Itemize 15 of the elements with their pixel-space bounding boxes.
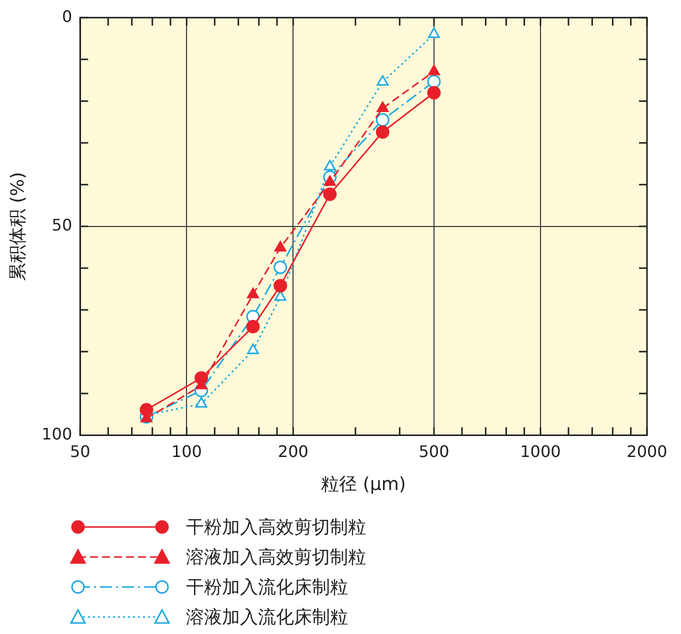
x-tick-label: 2000 bbox=[626, 442, 668, 461]
x-tick-label: 1000 bbox=[520, 442, 561, 461]
x-tick-label: 500 bbox=[418, 442, 450, 461]
x-tick-label: 100 bbox=[171, 442, 202, 461]
x-tick-label: 200 bbox=[278, 442, 308, 461]
legend-label: 溶液加入高效剪切制粒 bbox=[186, 546, 366, 569]
y-tick-label: 50 bbox=[52, 216, 72, 235]
legend-label: 干粉加入流化床制粒 bbox=[186, 576, 348, 599]
legend-label: 溶液加入流化床制粒 bbox=[186, 606, 348, 629]
y-tick-label: 100 bbox=[42, 424, 72, 444]
y-tick-label: 0 bbox=[62, 6, 72, 26]
y-axis-title: 累积体积 (%) bbox=[7, 172, 28, 281]
x-axis-title: 粒径 (μm) bbox=[321, 474, 406, 495]
x-tick-label: 50 bbox=[70, 442, 90, 461]
legend-label: 干粉加入高效剪切制粒 bbox=[186, 516, 366, 539]
